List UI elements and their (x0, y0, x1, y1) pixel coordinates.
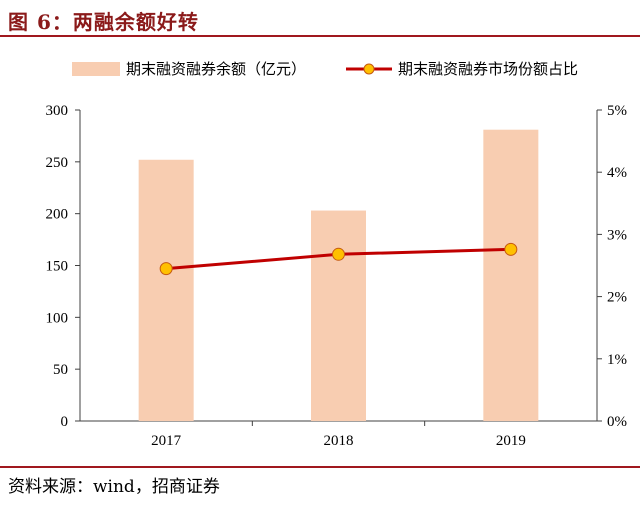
right-tick-label: 1% (607, 352, 627, 368)
right-tick-label: 5% (607, 103, 627, 119)
chart: 期末融资融券余额（亿元） 期末融资融券市场份额占比 0 50 100 150 200 25… (46, 60, 628, 449)
right-tick-label: 3% (607, 227, 627, 243)
labels: 0 50 100 150 200 250 300 0% 1% 2% 3% 4% 5% 2017 2018 20… (46, 103, 628, 449)
share-point-2019 (504, 242, 518, 256)
x-tick-label: 2017 (151, 433, 182, 449)
line-series (159, 242, 518, 276)
legend: 期末融资融券余额（亿元） 期末融资融券市场份额占比 (72, 60, 578, 78)
legend-line-marker (363, 63, 375, 75)
share-point-2018 (332, 247, 345, 261)
left-tick-label: 150 (46, 259, 69, 275)
share-point-2017 (159, 262, 173, 276)
left-tick-label: 0 (61, 414, 69, 430)
right-tick-label: 0% (607, 414, 627, 430)
bar-2017 (138, 159, 194, 421)
left-tick-label: 100 (46, 310, 69, 326)
legend-bar-swatch (72, 62, 120, 76)
figure-title: 图 6：两融余额好转 (8, 10, 199, 34)
source-rule (0, 466, 640, 468)
source-note: 资料来源：wind，招商证券 (8, 477, 220, 497)
x-tick-label: 2018 (324, 433, 354, 449)
right-tick-label: 2% (607, 290, 627, 306)
bars (138, 129, 539, 421)
left-tick-label: 50 (53, 362, 68, 378)
left-tick-label: 300 (46, 103, 69, 119)
x-tick-label: 2019 (496, 433, 526, 449)
left-tick-label: 200 (46, 207, 69, 223)
bar-2018 (311, 210, 366, 421)
right-tick-label: 4% (607, 165, 627, 181)
left-tick-label: 250 (46, 155, 69, 171)
bar-2019 (483, 129, 539, 421)
title-rule (0, 35, 640, 37)
legend-bar-label: 期末融资融券余额（亿元） (126, 60, 306, 78)
legend-line-label: 期末融资融券市场份额占比 (398, 60, 578, 78)
